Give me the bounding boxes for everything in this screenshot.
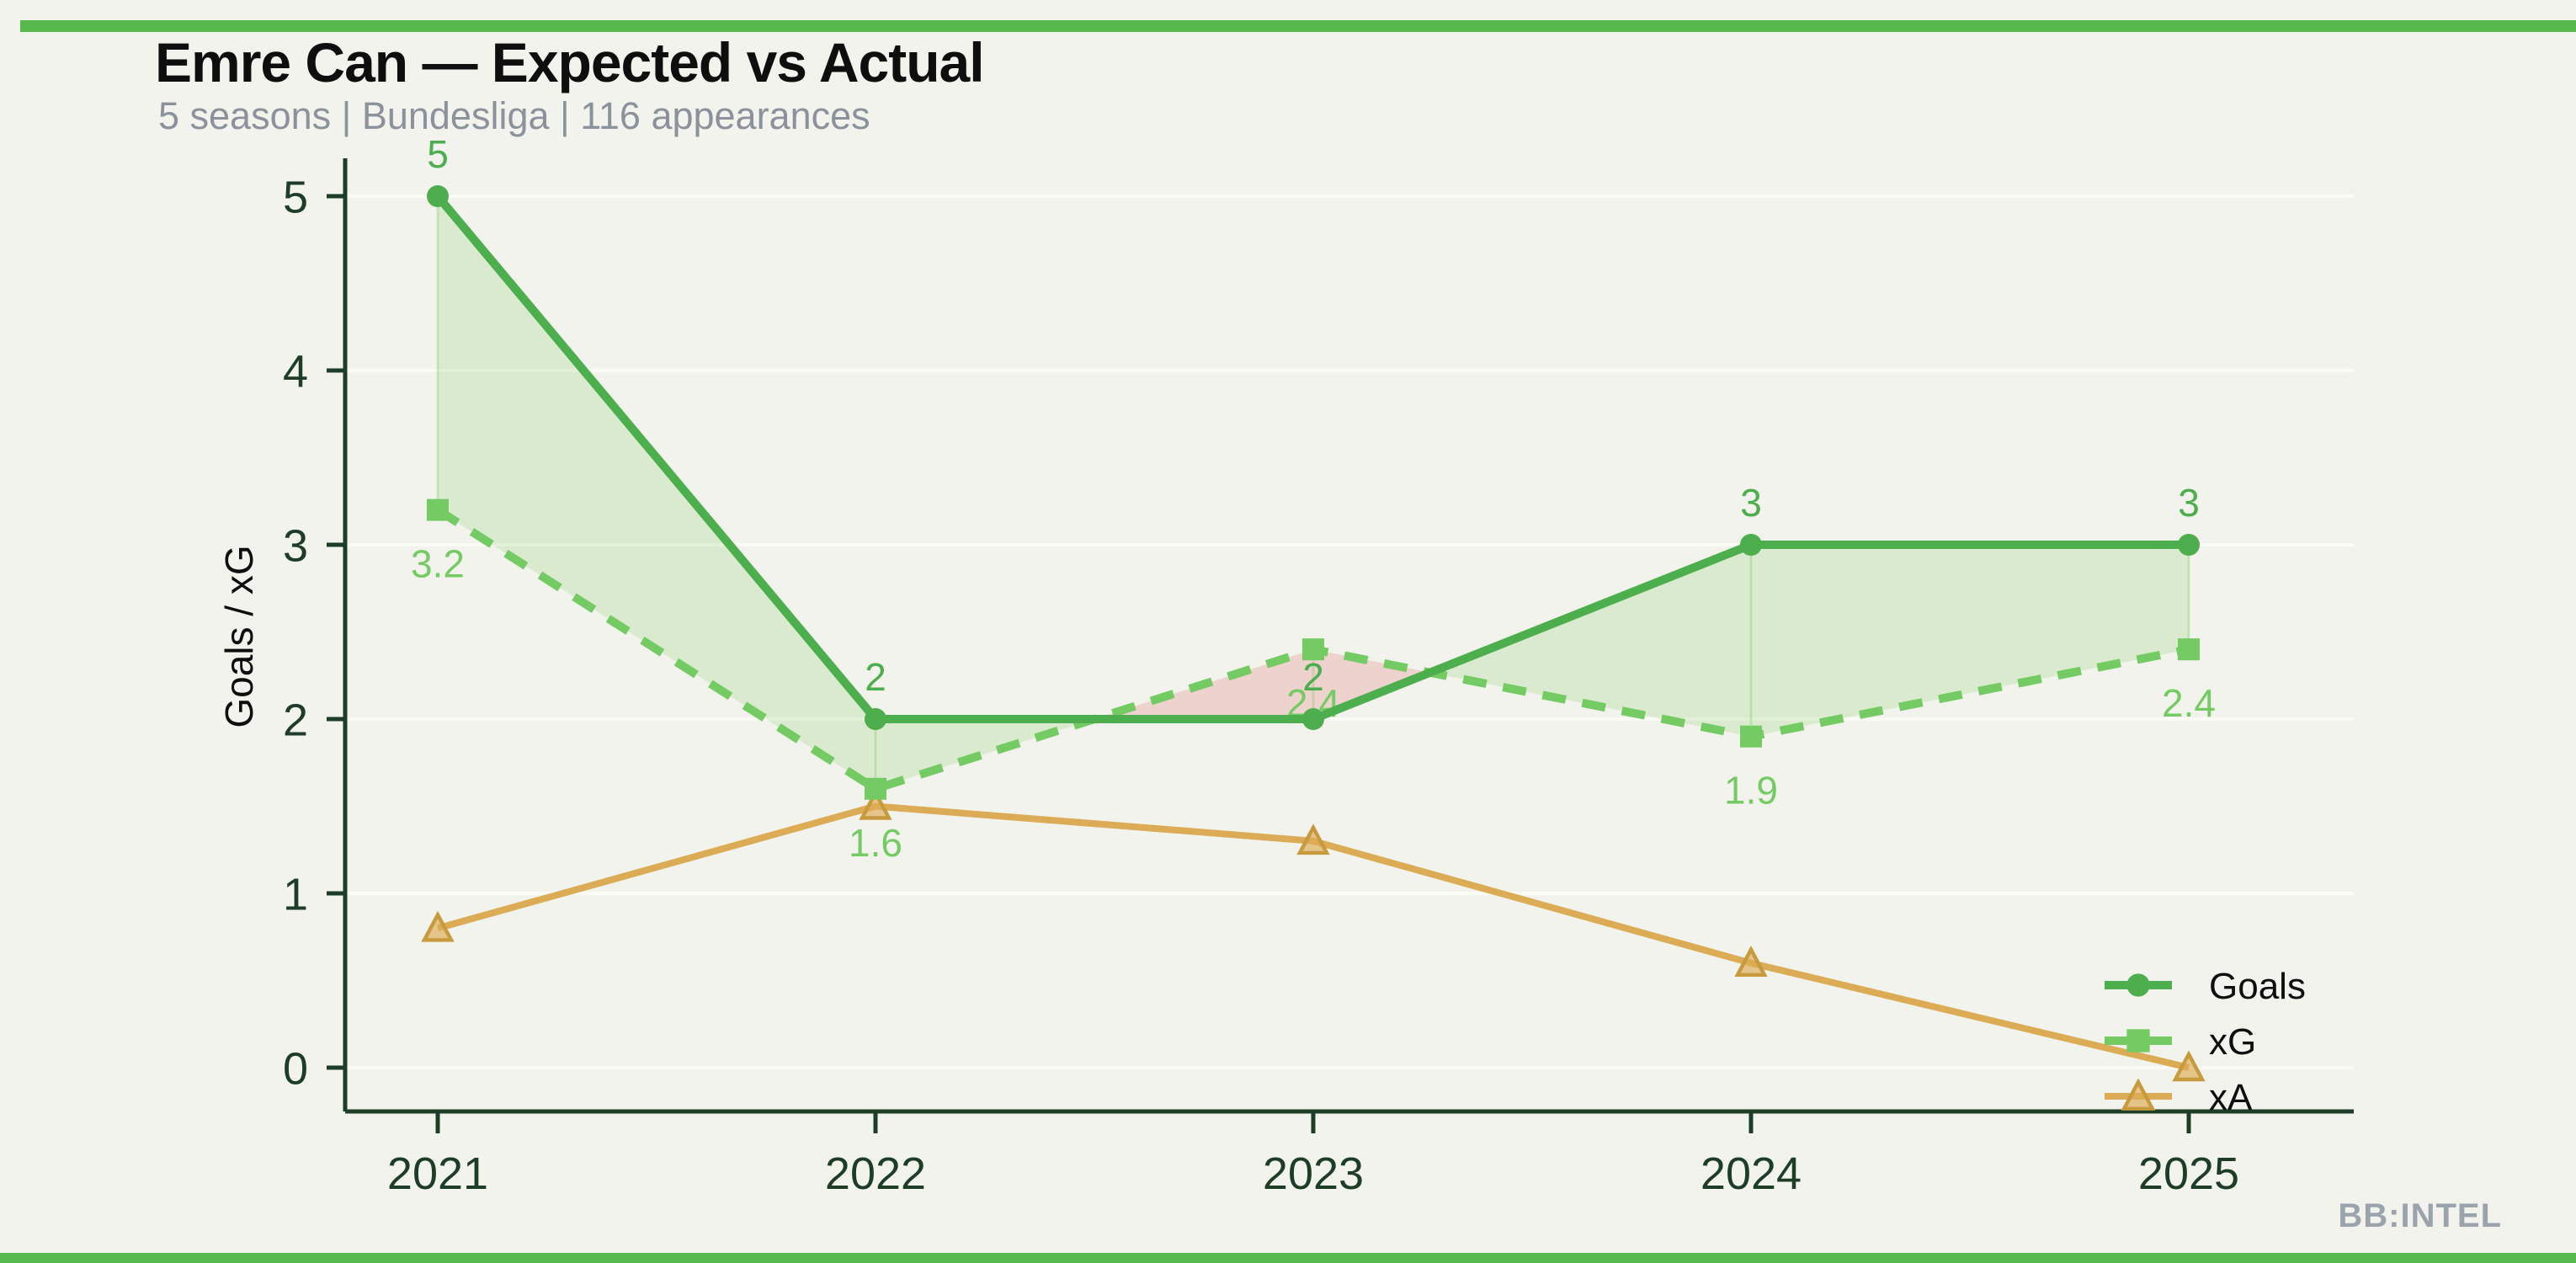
x-tick-label: 2023 bbox=[1263, 1148, 1364, 1199]
xa-series bbox=[421, 788, 2206, 1082]
xg-data-label: 1.9 bbox=[1724, 769, 1778, 813]
watermark: BB:INTEL bbox=[2338, 1197, 2502, 1234]
triangle-marker bbox=[2121, 1078, 2156, 1111]
circle-marker bbox=[2178, 534, 2200, 556]
legend-item-xg: xG bbox=[2105, 1021, 2256, 1063]
y-axis-label: Goals / xG bbox=[217, 545, 261, 727]
legend-label: Goals bbox=[2209, 966, 2306, 1007]
circle-marker bbox=[1740, 534, 1762, 556]
x-tick-label: 2024 bbox=[1700, 1148, 1802, 1199]
page-title: Emre Can — Expected vs Actual bbox=[155, 31, 985, 93]
goals-series: 5 2 2 3 3 bbox=[427, 132, 2200, 730]
triangle-marker bbox=[2172, 1050, 2206, 1082]
overperformance-area bbox=[438, 196, 1094, 789]
x-tick-label: 2025 bbox=[2138, 1148, 2239, 1199]
legend-label: xA bbox=[2209, 1077, 2253, 1118]
xg-data-label: 3.2 bbox=[411, 542, 465, 586]
xg-data-label: 1.6 bbox=[849, 821, 902, 865]
y-tick-label: 0 bbox=[283, 1043, 308, 1094]
legend-item-xa: xA bbox=[2105, 1077, 2253, 1118]
overperformance-area bbox=[1429, 545, 2189, 737]
legend-item-goals: Goals bbox=[2105, 966, 2306, 1007]
connectors bbox=[436, 196, 2190, 789]
triangle-marker bbox=[1296, 823, 1330, 855]
square-marker bbox=[2178, 638, 2200, 661]
circle-marker bbox=[2126, 973, 2150, 997]
circle-marker bbox=[1302, 708, 1324, 730]
goals-data-label: 3 bbox=[2178, 481, 2200, 525]
square-marker bbox=[2126, 1029, 2150, 1052]
square-marker bbox=[1302, 638, 1324, 661]
square-marker bbox=[865, 777, 886, 800]
triangle-marker bbox=[859, 788, 892, 820]
y-tick-label: 2 bbox=[283, 695, 308, 745]
circle-marker bbox=[427, 185, 449, 207]
page-subtitle: 5 seasons | Bundesliga | 116 appearances bbox=[158, 94, 870, 137]
bottom-accent-bar bbox=[0, 1253, 2576, 1263]
square-marker bbox=[427, 498, 449, 521]
legend-label: xG bbox=[2209, 1021, 2256, 1063]
series: 3.21.62.41.92.452 23 3 bbox=[411, 132, 2216, 1082]
gridlines bbox=[347, 195, 2354, 1069]
triangle-marker bbox=[1734, 946, 1768, 978]
goals-data-label: 3 bbox=[1740, 481, 1762, 525]
goals-data-label: 5 bbox=[427, 132, 449, 176]
x-tick-label: 2021 bbox=[387, 1148, 488, 1199]
goals-data-label: 2 bbox=[865, 655, 886, 699]
y-tick-label: 3 bbox=[283, 520, 308, 571]
legend: Goals xG xA bbox=[2105, 966, 2306, 1118]
xg-data-label: 2.4 bbox=[2162, 681, 2216, 725]
y-tick-label: 5 bbox=[283, 172, 308, 222]
y-tick-label: 4 bbox=[283, 346, 308, 397]
triangle-marker bbox=[421, 910, 455, 942]
top-accent-bar bbox=[20, 20, 2576, 32]
underperformance-area bbox=[1094, 649, 1430, 719]
x-tick-label: 2022 bbox=[825, 1148, 926, 1199]
square-marker bbox=[1740, 725, 1762, 748]
axes: 0 1 2 3 4 5 2021 2022 2023 2024 2025 Goals / xG bbox=[217, 158, 2354, 1199]
circle-marker bbox=[865, 708, 886, 730]
goals-data-label: 2 bbox=[1302, 655, 1324, 699]
y-tick-label: 1 bbox=[283, 869, 308, 919]
